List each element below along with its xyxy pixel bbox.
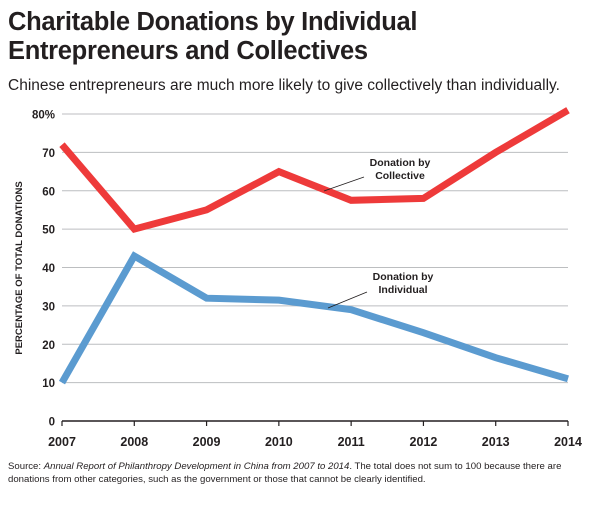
y-tick-label: 50 [42, 225, 55, 237]
y-tick-label: 30 [42, 301, 55, 313]
x-tick-label: 2010 [265, 435, 293, 449]
grid-lines [61, 113, 569, 426]
y-tick-label: 70 [42, 148, 55, 160]
chart-title: Charitable Donations by Individual Entre… [8, 8, 588, 66]
collective-series-line [59, 107, 570, 234]
y-tick-label: 60 [42, 186, 55, 198]
source-note-text: . The total does not sum to 100 because … [8, 461, 562, 485]
source-note: Source: Annual Report of Philanthropy De… [8, 461, 584, 486]
series-annotation-label: Collective [375, 170, 425, 182]
x-tick-label: 2012 [410, 435, 438, 449]
annotation-leader-line [323, 176, 365, 192]
series-annotation-label: Donation by [373, 271, 434, 283]
x-tick-labels: 2007 2008 2009 2010 2011 2012 2013 2014 [48, 435, 582, 449]
chart-title-line-2: Entrepreneurs and Collectives [8, 37, 368, 65]
individual-series-line [58, 251, 569, 385]
x-tick-label: 2011 [338, 435, 365, 449]
y-tick-label: 80% [32, 110, 55, 122]
x-tick-label: 2013 [482, 435, 510, 449]
chart-title-line-1: Charitable Donations by Individual [8, 8, 418, 36]
source-prefix: Source: [8, 461, 44, 472]
y-tick-label: 40 [42, 263, 55, 275]
x-tick-label: 2009 [193, 435, 221, 449]
chart-subtitle: Chinese entrepreneurs are much more like… [8, 77, 560, 94]
series-annotation-label: Donation by [370, 157, 431, 169]
y-tick-label: 0 [49, 417, 55, 429]
x-tick-label: 2007 [48, 435, 76, 449]
y-tick-label: 10 [42, 378, 55, 390]
x-tick-label: 2014 [554, 435, 582, 449]
x-tick-label: 2008 [120, 435, 148, 449]
series-annotation-label: Individual [378, 284, 427, 296]
y-axis-label: PERCENTAGE OF TOTAL DONATIONS [14, 181, 25, 354]
y-tick-label: 20 [42, 340, 55, 352]
series-lines [58, 107, 570, 385]
y-tick-labels: 0 10 20 30 40 50 60 70 80% [32, 110, 55, 429]
source-title: Annual Report of Philanthropy Developmen… [43, 461, 350, 472]
annotation-leader-line [327, 291, 368, 309]
